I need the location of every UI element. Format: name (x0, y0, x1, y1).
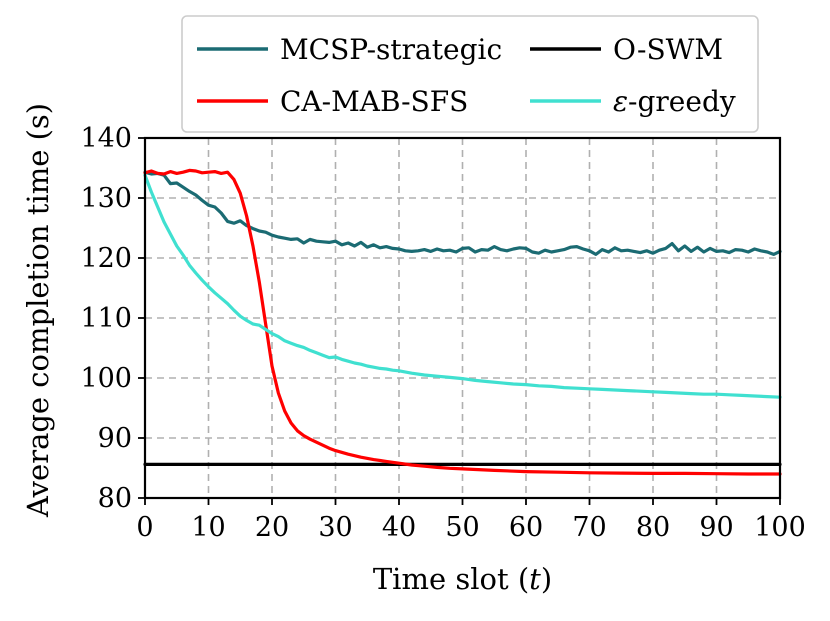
x-axis-title-end: ) (541, 562, 552, 596)
legend-box (181, 15, 759, 133)
ticks: 0 10 20 30 40 50 60 70 80 90 100 80 90 100 110 120 130 14… (80, 123, 805, 543)
x-tick-label-70: 70 (572, 512, 606, 543)
legend-label-epsilon-greedy: ε-greedy (613, 85, 736, 118)
y-axis-title: Average completion time (s) (21, 103, 55, 518)
x-tick-label-20: 20 (255, 512, 289, 543)
y-tick-label-90: 90 (98, 423, 132, 454)
y-tick-label-110: 110 (80, 303, 132, 334)
x-tick-label-60: 60 (509, 512, 543, 543)
x-tick-label-80: 80 (636, 512, 670, 543)
legend-label-epsilon-symbol: ε (613, 85, 628, 118)
x-axis-title-main: Time slot ( (373, 562, 529, 596)
x-tick-label-40: 40 (382, 512, 416, 543)
x-axis-title-var: t (529, 562, 541, 596)
y-tick-label-120: 120 (80, 243, 132, 274)
x-tick-label-0: 0 (136, 512, 153, 543)
series-line-mcsp-strategic (143, 170, 782, 256)
y-tick-label-80: 80 (98, 483, 132, 514)
series-line-ca-mab-sfs (143, 168, 782, 476)
legend-label-o-swm: O-SWM (613, 33, 723, 66)
x-tick-label-10: 10 (191, 512, 225, 543)
legend-label-mcsp-strategic: MCSP-strategic (280, 33, 502, 66)
x-tick-label-50: 50 (445, 512, 479, 543)
series-layer (143, 168, 782, 476)
x-axis-title: Time slot (t) (373, 562, 552, 596)
y-tick-label-100: 100 (80, 363, 132, 394)
x-tick-label-90: 90 (699, 512, 733, 543)
y-tick-label-130: 130 (80, 183, 132, 214)
legend-label-epsilon-rest: -greedy (628, 85, 736, 118)
y-tick-label-140: 140 (80, 123, 132, 154)
legend-label-ca-mab-sfs: CA-MAB-SFS (280, 85, 468, 118)
x-tick-label-100: 100 (754, 512, 806, 543)
series-line-epsilon-greedy (143, 173, 782, 399)
legend: MCSP-strategic O-SWM CA-MAB-SFS ε-greedy (181, 15, 759, 133)
x-tick-label-30: 30 (318, 512, 352, 543)
